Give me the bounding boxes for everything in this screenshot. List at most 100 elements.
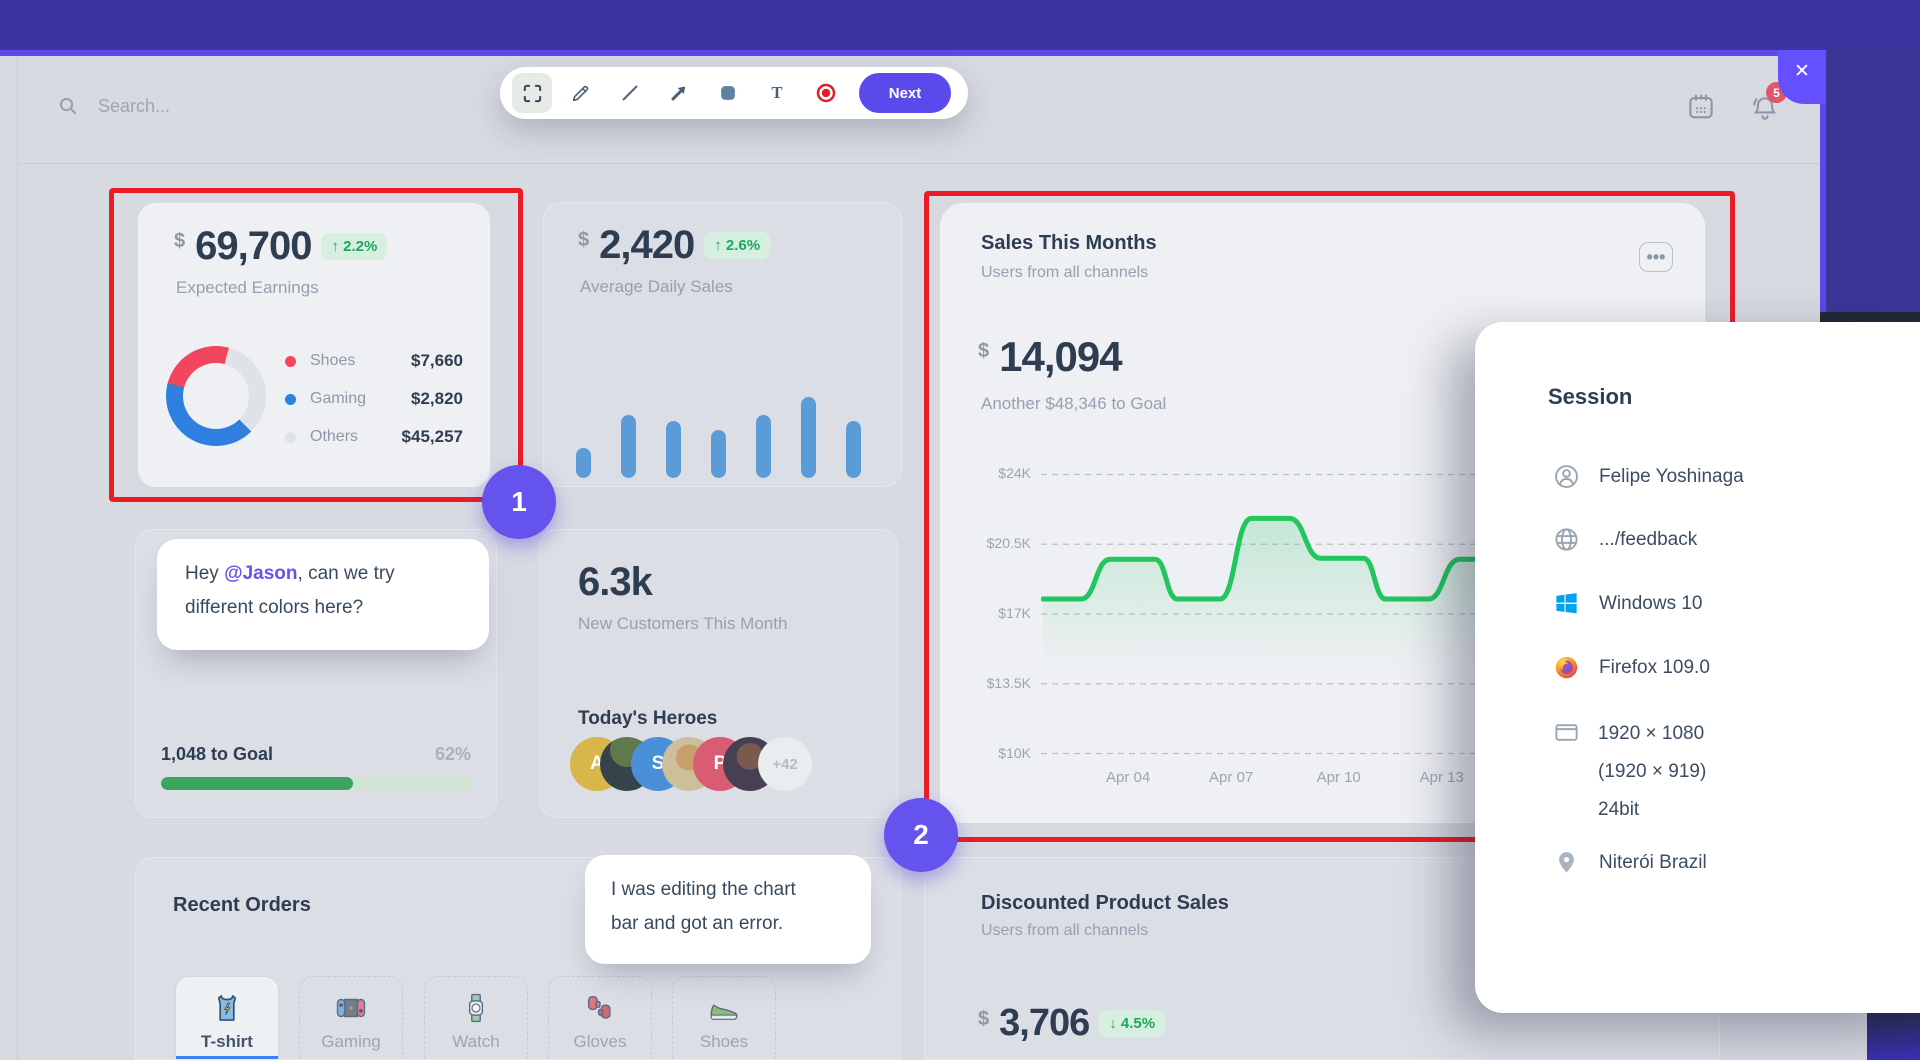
sales-month-title: Sales This Months (981, 232, 1157, 254)
pen-tool[interactable] (561, 73, 601, 113)
goal-progress-fill (161, 777, 354, 790)
crop-brackets-icon (523, 84, 541, 102)
gaming-icon (336, 998, 366, 1018)
line-tool[interactable] (610, 73, 650, 113)
card-menu-button[interactable]: ••• (1639, 242, 1673, 272)
annotation-marker-1[interactable]: 1 (482, 465, 556, 539)
text-icon: T (771, 83, 782, 102)
capture-frame-top (0, 50, 1826, 56)
tab-selected-indicator (176, 1056, 278, 1059)
sales-month-value: 14,094 (999, 333, 1122, 380)
bar (711, 430, 726, 478)
bar (846, 421, 861, 478)
session-row-user: Felipe Yoshinaga (1553, 463, 1744, 490)
annotation-rect-1 (109, 188, 523, 502)
text-tool[interactable]: T (757, 73, 797, 113)
legend-row-others: Others $45,257 (285, 423, 463, 451)
earnings-delta-badge: ↑ 2.2% (321, 232, 388, 260)
close-button[interactable]: ✕ (1778, 50, 1826, 104)
annotation-marker-2[interactable]: 2 (884, 798, 958, 872)
session-title: Session (1548, 384, 1633, 409)
user-icon (1555, 465, 1578, 488)
svg-text:T: T (771, 83, 782, 102)
discounted-title: Discounted Product Sales (981, 892, 1229, 914)
daily-sales-delta-badge: ↑ 2.6% (704, 231, 771, 259)
line-icon (622, 85, 638, 101)
tab-tshirt[interactable]: T-shirt (175, 976, 279, 1059)
session-screen-info: 1920 × 1080 (1920 × 919) 24bit (1598, 723, 1707, 820)
record-icon (816, 83, 836, 103)
session-row-url: .../feedback (1553, 526, 1697, 553)
new-customers-card: 6.3k New Customers This Month Today's He… (539, 529, 898, 818)
capture-frame-right (1820, 50, 1826, 312)
tab-gloves[interactable]: Gloves (548, 976, 652, 1059)
arrow-tool[interactable] (659, 73, 699, 113)
donut-hole (183, 363, 249, 429)
content-edge-patch (1820, 1013, 1867, 1060)
windows-icon (1556, 593, 1577, 614)
session-row-browser: Firefox 109.0 (1553, 654, 1710, 681)
new-customers-value: 6.3k (578, 560, 653, 604)
discounted-subtitle: Users from all channels (981, 922, 1149, 939)
currency-sign: $ (174, 230, 186, 252)
tab-gaming[interactable]: Gaming (299, 976, 403, 1059)
desktop-band-purple (1826, 50, 1920, 312)
earnings-value: 69,700 (195, 224, 312, 268)
goal-progress-bar (161, 777, 471, 790)
bar (756, 415, 771, 478)
daily-sales-bar-chart (576, 388, 861, 478)
search-placeholder: Search... (98, 95, 171, 116)
daily-sales-card: $ 2,420 ↑ 2.6% Average Daily Sales (543, 202, 902, 487)
bar (666, 421, 681, 478)
arrow-icon (671, 86, 686, 101)
notifications-bell-icon[interactable] (1750, 92, 1780, 124)
gloves-icon (587, 995, 611, 1019)
top-window-bar (0, 0, 1920, 50)
legend-dot-others (285, 431, 296, 443)
daily-sales-value: 2,420 (599, 223, 695, 267)
bar (621, 415, 636, 478)
sales-month-goal-note: Another $48,346 to Goal (981, 394, 1167, 413)
calendar-icon[interactable] (1686, 92, 1716, 122)
earnings-label: Expected Earnings (176, 278, 319, 297)
pen-icon (572, 85, 589, 102)
discounted-value: 3,706 (999, 1002, 1090, 1044)
location-pin-icon (1559, 852, 1574, 873)
avatar-more-count[interactable]: +42 (758, 737, 812, 791)
heroes-title: Today's Heroes (578, 708, 718, 729)
comment-bubble-1[interactable]: Hey @Jason, can we try different colors … (157, 539, 489, 650)
session-panel: Session Felipe Yoshinaga .../feedback Wi… (1475, 322, 1920, 1013)
rectangle-tool[interactable] (708, 73, 748, 113)
tab-shoes[interactable]: Shoes (672, 976, 776, 1059)
tab-watch[interactable]: Watch (424, 976, 528, 1059)
next-button[interactable]: Next (859, 73, 951, 113)
goal-percent: 62% (434, 744, 471, 764)
search-input[interactable]: Search... (56, 94, 170, 118)
header-divider (17, 163, 1820, 164)
legend-row-shoes: Shoes $7,660 (285, 347, 463, 375)
record-tool[interactable] (806, 73, 846, 113)
session-row-location: Niterói Brazil (1553, 849, 1707, 876)
select-region-tool[interactable] (512, 73, 552, 113)
line-chart-y-axis: $24K $20.5K $17K $13.5K $10K (986, 465, 1031, 761)
legend-dot-gaming (285, 393, 296, 405)
comment-bubble-2[interactable]: I was editing the chart bar and got an e… (585, 855, 871, 964)
annotation-toolbar: T Next (500, 67, 968, 119)
layout-divider-vertical (17, 56, 18, 1060)
mention-jason: @Jason (224, 563, 298, 584)
discounted-delta-badge: ↓ 4.5% (1099, 1009, 1166, 1037)
legend-dot-shoes (285, 355, 296, 367)
firefox-icon (1555, 656, 1578, 679)
legend-row-gaming: Gaming $2,820 (285, 385, 463, 413)
screen-icon (1555, 724, 1578, 741)
recent-orders-title: Recent Orders (173, 894, 311, 916)
globe-icon (1555, 528, 1578, 551)
goal-label: 1,048 to Goal (161, 744, 274, 764)
expected-earnings-card: $ 69,700 ↑ 2.2% Expected Earnings Shoes … (138, 203, 490, 487)
new-customers-label: New Customers This Month (578, 614, 788, 633)
earnings-donut-chart (166, 346, 266, 446)
session-row-os: Windows 10 (1553, 590, 1703, 617)
daily-sales-label: Average Daily Sales (580, 277, 733, 296)
watch-icon (468, 993, 484, 1023)
tshirt-icon (217, 995, 237, 1021)
